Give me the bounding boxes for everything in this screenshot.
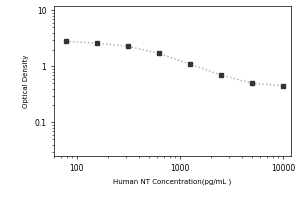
Y-axis label: Optical Density: Optical Density: [23, 54, 29, 108]
X-axis label: Human NT Concentration(pg/mL ): Human NT Concentration(pg/mL ): [113, 178, 232, 185]
